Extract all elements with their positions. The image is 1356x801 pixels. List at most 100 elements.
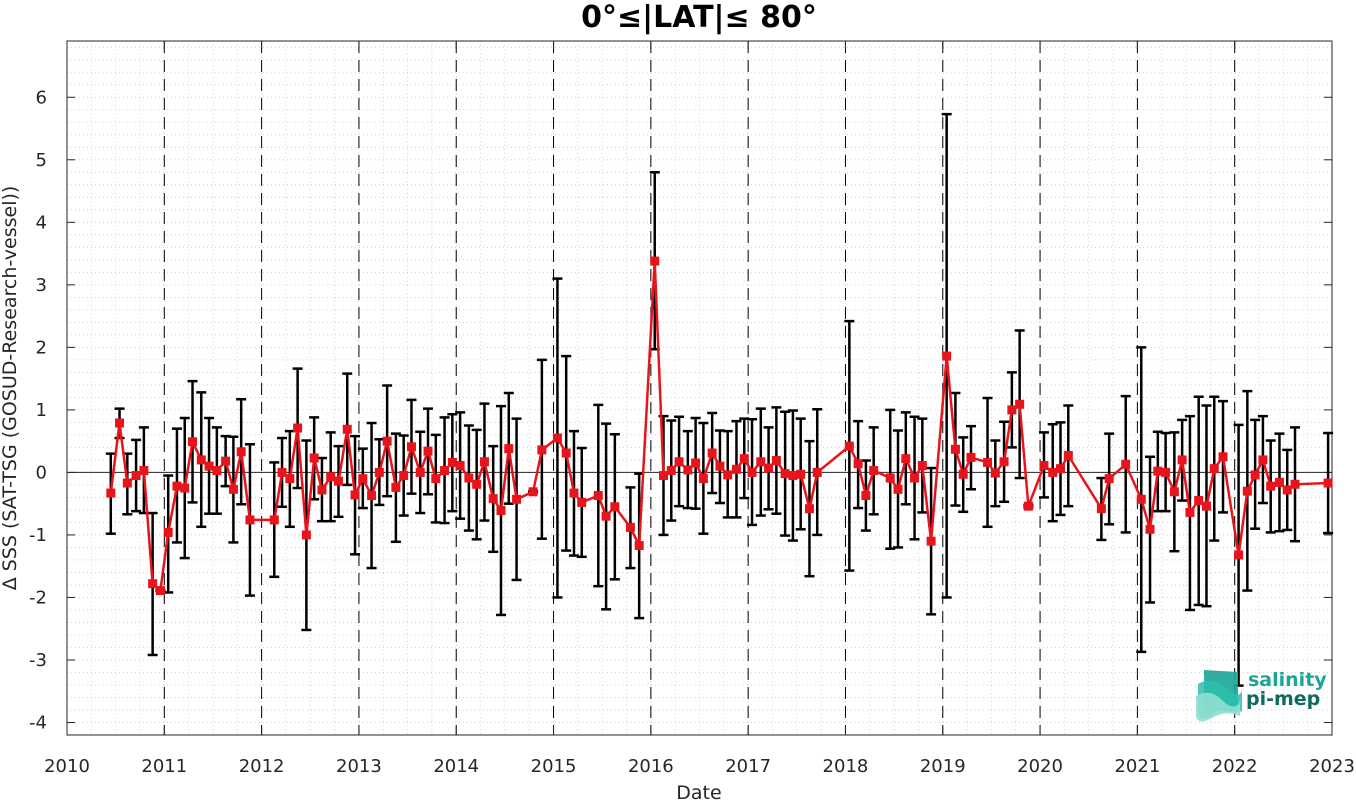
data-point-marker xyxy=(406,442,416,452)
data-point-marker xyxy=(342,424,352,434)
salinity-pi-mep-logo: salinity pi-mep xyxy=(1196,669,1327,722)
data-point-marker xyxy=(593,491,603,501)
data-point-marker xyxy=(796,469,806,479)
data-point-marker xyxy=(999,457,1009,467)
data-point-marker xyxy=(350,490,360,500)
y-tick-label: -1 xyxy=(29,525,47,546)
data-point-marker xyxy=(1039,461,1049,471)
data-point-marker xyxy=(1218,452,1228,462)
data-point-marker xyxy=(901,454,911,464)
data-point-marker xyxy=(1023,501,1033,511)
data-point-marker xyxy=(1161,467,1171,477)
x-tick-label: 2020 xyxy=(1017,756,1063,777)
data-point-marker xyxy=(512,494,522,504)
data-point-marker xyxy=(269,515,279,525)
data-point-marker xyxy=(326,472,336,482)
data-point-marker xyxy=(634,541,644,551)
data-point-marker xyxy=(1234,550,1244,560)
data-point-marker xyxy=(844,441,854,451)
data-point-marker xyxy=(788,471,798,481)
data-point-marker xyxy=(723,470,733,480)
data-point-marker xyxy=(698,474,708,484)
data-point-marker xyxy=(496,506,506,516)
data-point-marker xyxy=(601,511,611,521)
data-point-marker xyxy=(1121,459,1131,469)
y-tick-label: -3 xyxy=(29,650,47,671)
y-tick-label: 1 xyxy=(36,400,47,421)
data-point-marker xyxy=(391,482,401,492)
x-tick-label: 2011 xyxy=(141,756,187,777)
x-tick-label: 2023 xyxy=(1309,756,1355,777)
y-tick-label: 0 xyxy=(36,462,47,483)
data-point-marker xyxy=(1209,464,1219,474)
data-point-marker xyxy=(561,448,571,458)
data-point-marker xyxy=(1136,494,1146,504)
data-point-marker xyxy=(504,444,514,454)
data-point-marker xyxy=(1290,479,1300,489)
data-point-marker xyxy=(1242,486,1252,496)
data-point-marker xyxy=(228,484,238,494)
data-point-marker xyxy=(1056,464,1066,474)
data-point-marker xyxy=(764,463,774,473)
data-point-marker xyxy=(861,491,871,501)
data-point-marker xyxy=(367,491,377,501)
data-point-marker xyxy=(569,488,579,498)
data-point-marker xyxy=(440,466,450,476)
data-point-marker xyxy=(1007,405,1017,415)
data-point-marker xyxy=(926,536,936,546)
x-tick-label: 2017 xyxy=(725,756,771,777)
data-point-marker xyxy=(707,448,717,458)
data-point-marker xyxy=(1185,507,1195,517)
data-point-marker xyxy=(1153,466,1163,476)
data-point-marker xyxy=(423,446,433,456)
data-point-marker xyxy=(131,471,141,481)
data-point-marker xyxy=(148,579,158,589)
data-point-marker xyxy=(301,530,311,540)
data-point-marker xyxy=(537,445,547,455)
data-point-marker xyxy=(399,471,409,481)
data-point-marker xyxy=(139,466,149,476)
data-point-marker xyxy=(625,522,635,532)
x-tick-labels: 2010 2011 2012 2013 2014 2015 2016 2017 2018 2019… xyxy=(44,756,1355,777)
y-tick-label: -2 xyxy=(29,587,47,608)
data-point-marker xyxy=(115,418,125,428)
x-axis-label: Date xyxy=(676,782,721,801)
data-point-marker xyxy=(552,433,562,443)
data-point-marker xyxy=(472,479,482,489)
x-tick-label: 2013 xyxy=(336,756,382,777)
data-markers xyxy=(106,256,1333,596)
data-point-marker xyxy=(910,473,920,483)
data-point-marker xyxy=(1258,455,1268,465)
data-point-marker xyxy=(1015,399,1025,409)
data-point-marker xyxy=(358,474,368,484)
data-point-marker xyxy=(1104,474,1114,484)
data-point-marker xyxy=(285,474,295,484)
data-point-marker xyxy=(317,485,327,495)
data-point-marker xyxy=(293,423,303,433)
data-point-marker xyxy=(780,469,790,479)
data-point-marker xyxy=(771,456,781,466)
data-point-marker xyxy=(277,467,287,477)
data-point-marker xyxy=(464,473,474,483)
data-point-marker xyxy=(479,457,489,467)
data-point-marker xyxy=(172,481,182,491)
data-point-marker xyxy=(188,437,198,447)
data-point-marker xyxy=(990,468,1000,478)
data-point-marker xyxy=(1096,504,1106,514)
x-tick-label: 2012 xyxy=(239,756,285,777)
plot-frame xyxy=(66,40,1333,736)
data-point-marker xyxy=(983,457,993,467)
logo-line2: pi-mep xyxy=(1246,688,1320,710)
data-point-marker xyxy=(950,444,960,454)
data-point-marker xyxy=(309,453,319,463)
data-point-marker xyxy=(869,466,879,476)
plot-area xyxy=(67,41,1332,735)
x-tick-label: 2010 xyxy=(44,756,90,777)
data-point-marker xyxy=(958,469,968,479)
x-tick-label: 2014 xyxy=(433,756,479,777)
data-point-marker xyxy=(374,467,384,477)
x-tick-label: 2021 xyxy=(1114,756,1160,777)
data-point-marker xyxy=(1282,485,1292,495)
data-point-marker xyxy=(804,504,814,514)
